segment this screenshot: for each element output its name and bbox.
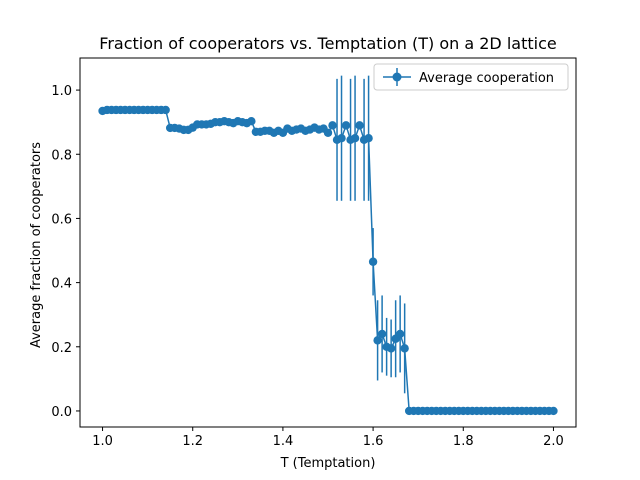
y-tick-label: 0.4 (51, 277, 72, 292)
x-tick-label: 1.0 (92, 434, 113, 449)
y-tick-label: 0.6 (51, 212, 72, 227)
data-point (400, 344, 409, 353)
data-point (355, 121, 364, 130)
x-tick-label: 1.6 (363, 434, 384, 449)
data-point (350, 134, 360, 143)
legend: Average cooperation (373, 63, 569, 91)
x-tick-label: 1.4 (273, 434, 294, 449)
data-point (395, 329, 405, 339)
chart-title: Fraction of cooperators vs. Temptation (… (99, 34, 556, 53)
x-axis-label: T (Temptation) (280, 456, 376, 471)
data-point (373, 336, 382, 345)
data-point (247, 117, 256, 126)
y-tick-label: 1.0 (51, 84, 72, 99)
plot-area (80, 58, 576, 427)
data-point (377, 329, 387, 339)
data-point (386, 344, 396, 353)
x-tick-label: 1.8 (453, 434, 474, 449)
data-point (323, 128, 333, 137)
plot-frame (79, 57, 577, 428)
data-point (364, 134, 373, 143)
legend-marker-swatch (392, 72, 402, 82)
data-point (368, 257, 378, 266)
data-point (161, 105, 170, 115)
data-point (328, 121, 337, 130)
legend-label: Average cooperation (419, 71, 554, 86)
axes-layer: 1.0 1.2 1.4 1.6 1.8 2.0 0.0 0.2 0.4 0.6 0.8 1.0 (51, 84, 563, 449)
y-tick-label: 0.0 (51, 405, 72, 420)
x-tick-label: 1.2 (182, 434, 203, 449)
y-axis-label: Average fraction of cooperators (29, 142, 44, 348)
data-layer (98, 75, 558, 416)
y-tick-label: 0.8 (51, 148, 72, 163)
data-point (549, 406, 558, 416)
legend-box (373, 63, 569, 91)
data-point (337, 134, 346, 143)
y-tick-label: 0.2 (51, 341, 72, 356)
data-point (341, 121, 351, 130)
x-tick-label: 2.0 (543, 434, 564, 449)
